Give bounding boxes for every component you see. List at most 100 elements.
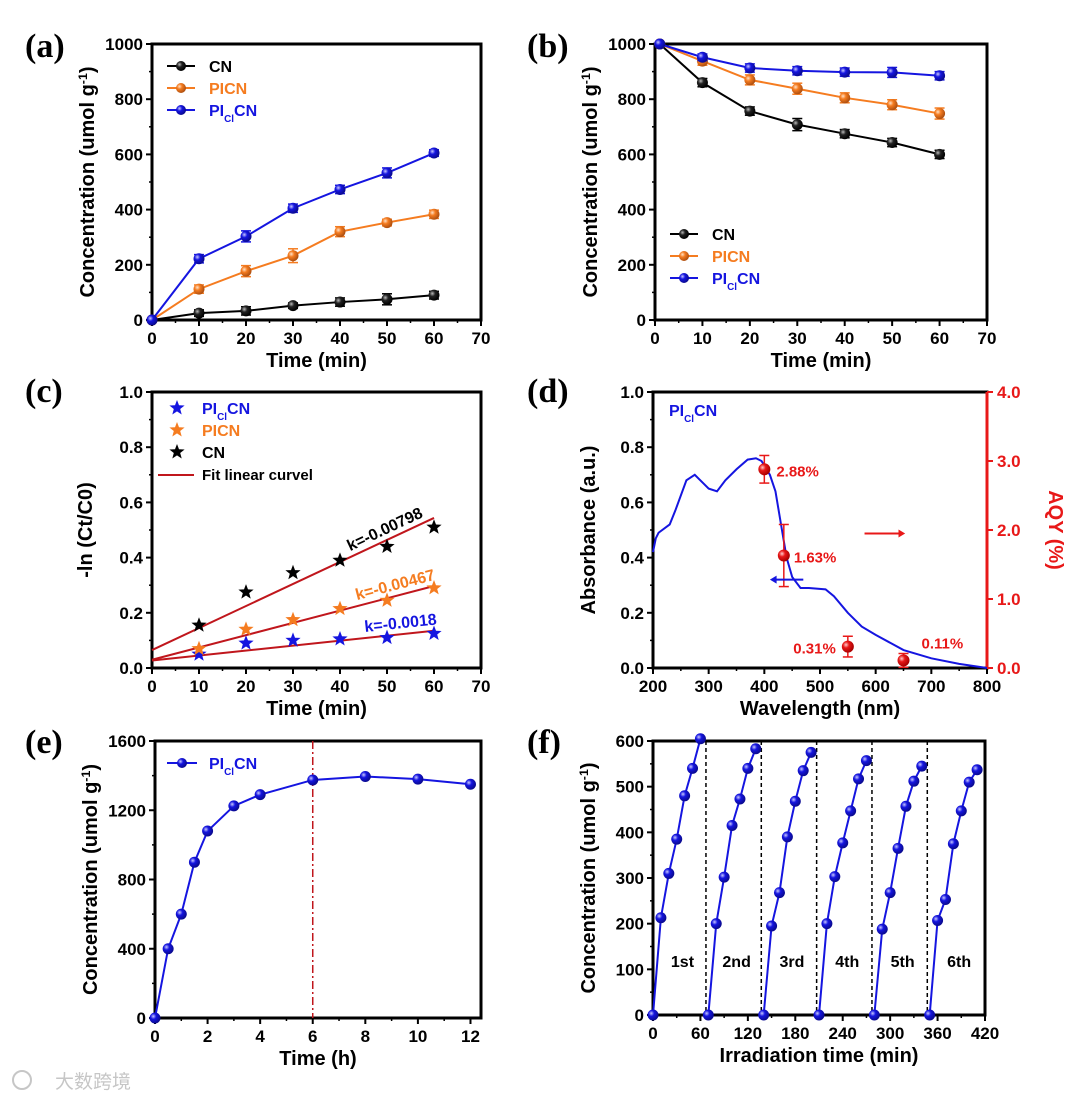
data-point [839,128,851,140]
legend-label: PICN [202,423,240,440]
data-point [791,83,803,95]
y-tick-label: 400 [616,823,644,842]
x-tick-label: 420 [971,1024,999,1043]
y-axis-title: Concentration (umol g-1) [579,66,602,297]
x-tick-label: 10 [408,1027,427,1046]
star-marker [426,580,442,595]
y-tick-label: 400 [118,940,146,959]
series-CN [146,289,440,326]
data-point [710,918,722,930]
data-point [193,283,205,295]
data-point [175,908,187,920]
data-point [908,775,920,787]
data-point [162,943,174,955]
series-line [707,748,757,1016]
data-point [687,762,699,774]
star-marker [191,640,207,656]
aqy-point [841,640,854,653]
panel-label: (e) [25,724,63,761]
plot-frame [651,739,987,1017]
y-tick-label: 0 [137,1009,146,1028]
x-tick-label: 300 [694,677,722,696]
data-point [734,793,746,805]
y-axis-title: -ln (Ct/C0) [75,482,97,578]
panel-c: (c) 0 10 20 30 40 50 60 70 0.0 0.2 0.4 0.6 0.8 1.0 Time… [25,373,490,720]
data-point [839,66,851,78]
watermark-logo-icon [12,1070,32,1090]
star-marker [169,400,185,415]
y-tick-label: 1200 [108,801,146,820]
x-tick-label: 180 [781,1024,809,1043]
legend-label: PIClCN [209,103,257,125]
star-marker [238,584,254,599]
aqy-label: 0.11% [922,635,964,652]
star-marker [285,632,301,647]
star-marker [332,600,348,616]
star-marker [379,592,395,607]
panel-b: (b) 0 10 20 30 40 50 60 70 0 200 400 600 800 1000 Time … [527,28,996,372]
data-point [428,208,440,220]
data-point [839,92,851,104]
x-tick-label: 700 [917,677,945,696]
data-point [228,800,240,812]
data-point [428,289,440,301]
x-tick-label: 20 [237,329,256,348]
data-point [726,819,738,831]
data-point [381,217,393,229]
data-point [381,293,393,305]
plot-frame [150,42,483,322]
legend-marker [176,83,186,93]
x-tick-label: 30 [788,329,807,348]
x-tick-label: 200 [639,677,667,696]
y-tick-label: 0.4 [620,549,644,568]
data-point [876,923,888,935]
y-axis-title: Absorbance (a.u.) [578,446,600,615]
y-tick-label: 0.0 [620,659,644,678]
series-PIClCN: k=-0.0018 [151,611,442,662]
cycle-4th: 4th [813,755,872,1021]
y-tick-label: 0 [635,1006,644,1025]
star-marker [285,564,301,580]
data-point [240,305,252,317]
data-point [821,918,833,930]
y-tick-label: 600 [618,145,646,164]
y-tick-label: 0.4 [119,549,143,568]
data-point [412,773,424,785]
aqy-label: 0.31% [793,641,836,658]
y-tick-label: 200 [618,256,646,275]
plot-frame [651,390,989,670]
series-PIClCN [654,38,946,82]
panel-label: (d) [527,373,569,410]
data-point [947,838,959,850]
data-point [791,119,803,131]
data-point [655,912,667,924]
data-point [744,62,756,74]
watermark: 大数跨境 [12,1070,131,1093]
x-axis-title: Time (h) [279,1048,356,1070]
data-point [742,762,754,774]
data-point [791,65,803,77]
x-tick-label: 50 [378,677,397,696]
x-tick-label: 6 [308,1027,317,1046]
legend-item: CN [670,227,735,244]
y2-axis-title: AQY (%) [1044,490,1066,570]
cycle-label: 4th [835,954,859,971]
cycle-label: 3rd [780,954,805,971]
x-tick-label: 70 [472,329,491,348]
y-axis-title: Concentration (umol g-1) [79,764,102,995]
data-point [287,202,299,214]
legend-item: PICN [670,249,750,266]
y2-tick-label: 2.0 [997,521,1021,540]
data-point [829,871,841,883]
star-marker [379,538,395,553]
star-marker [332,552,348,567]
data-point [702,1009,714,1021]
data-point [359,770,371,782]
data-point [149,1012,161,1024]
data-point [934,70,946,82]
series-line [873,765,923,1016]
y2-tick-label: 4.0 [997,383,1021,402]
x-tick-label: 40 [331,329,350,348]
y-tick-label: 100 [616,960,644,979]
data-point [789,795,801,807]
